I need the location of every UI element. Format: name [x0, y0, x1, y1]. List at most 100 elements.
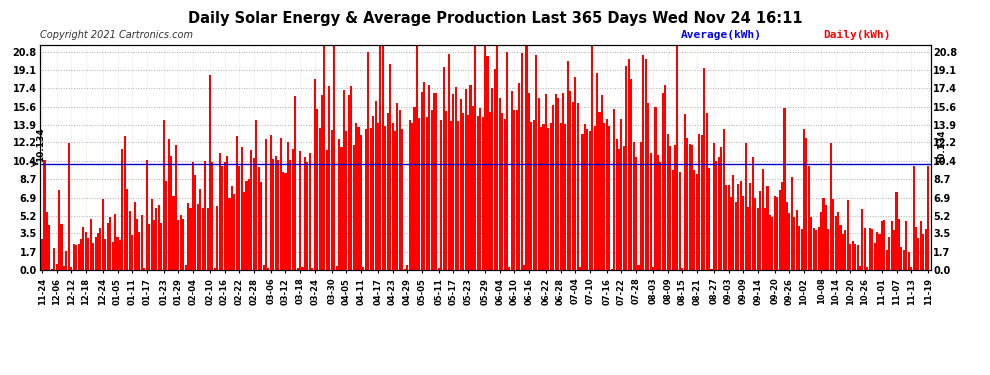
Bar	[148, 224, 150, 270]
Bar	[908, 252, 910, 270]
Bar	[506, 51, 508, 270]
Bar	[541, 126, 543, 270]
Bar	[431, 111, 433, 270]
Bar	[628, 59, 630, 270]
Bar	[835, 216, 837, 270]
Bar	[523, 265, 525, 270]
Bar	[781, 183, 783, 270]
Bar	[392, 123, 394, 270]
Bar	[333, 45, 336, 270]
Bar	[798, 226, 800, 270]
Bar	[820, 212, 822, 270]
Bar	[150, 199, 152, 270]
Bar	[684, 114, 686, 270]
Bar	[314, 79, 316, 270]
Bar	[871, 229, 873, 270]
Bar	[104, 239, 106, 270]
Bar	[661, 93, 664, 270]
Bar	[401, 129, 403, 270]
Bar	[438, 268, 440, 270]
Bar	[122, 149, 124, 270]
Bar	[384, 126, 386, 270]
Bar	[50, 269, 52, 270]
Bar	[175, 145, 177, 270]
Bar	[119, 240, 121, 270]
Bar	[216, 206, 219, 270]
Bar	[900, 247, 903, 270]
Bar	[635, 157, 638, 270]
Bar	[679, 172, 681, 270]
Bar	[720, 147, 723, 270]
Bar	[618, 150, 620, 270]
Bar	[126, 189, 129, 270]
Bar	[671, 170, 673, 270]
Bar	[187, 203, 189, 270]
Bar	[888, 237, 890, 270]
Bar	[63, 266, 65, 270]
Bar	[681, 268, 683, 270]
Bar	[144, 268, 146, 270]
Bar	[457, 121, 459, 270]
Bar	[272, 159, 274, 270]
Bar	[387, 113, 389, 270]
Bar	[616, 139, 618, 270]
Bar	[496, 45, 498, 270]
Bar	[494, 69, 496, 270]
Bar	[528, 93, 530, 270]
Bar	[769, 215, 771, 270]
Bar	[146, 160, 148, 270]
Bar	[896, 192, 898, 270]
Bar	[404, 269, 406, 270]
Bar	[350, 86, 352, 270]
Bar	[87, 238, 89, 270]
Bar	[691, 145, 693, 270]
Bar	[394, 131, 396, 270]
Bar	[72, 244, 74, 270]
Bar	[791, 177, 793, 270]
Bar	[599, 112, 601, 270]
Bar	[547, 128, 549, 270]
Bar	[562, 93, 564, 270]
Bar	[844, 230, 846, 270]
Bar	[472, 106, 474, 270]
Bar	[549, 123, 551, 270]
Bar	[262, 266, 264, 270]
Bar	[241, 147, 243, 270]
Bar	[576, 103, 578, 270]
Bar	[170, 156, 172, 270]
Bar	[304, 158, 306, 270]
Bar	[131, 236, 133, 270]
Bar	[693, 170, 696, 270]
Bar	[878, 234, 880, 270]
Bar	[53, 248, 55, 270]
Bar	[793, 217, 795, 270]
Bar	[426, 117, 428, 270]
Bar	[630, 79, 633, 270]
Bar	[723, 129, 725, 270]
Bar	[509, 267, 511, 270]
Bar	[725, 185, 727, 270]
Bar	[920, 222, 922, 270]
Bar	[657, 155, 659, 270]
Bar	[204, 161, 206, 270]
Bar	[851, 241, 853, 270]
Bar	[644, 59, 646, 270]
Bar	[742, 195, 744, 270]
Bar	[321, 94, 323, 270]
Bar	[613, 109, 615, 270]
Bar	[352, 146, 354, 270]
Bar	[810, 217, 813, 270]
Bar	[194, 175, 196, 270]
Bar	[265, 139, 267, 270]
Bar	[80, 239, 82, 270]
Bar	[282, 172, 284, 270]
Bar	[207, 208, 209, 270]
Bar	[803, 129, 805, 270]
Bar	[486, 56, 489, 270]
Bar	[686, 138, 688, 270]
Bar	[162, 120, 164, 270]
Bar	[828, 228, 830, 270]
Bar	[518, 83, 520, 270]
Bar	[346, 131, 347, 270]
Bar	[157, 206, 160, 270]
